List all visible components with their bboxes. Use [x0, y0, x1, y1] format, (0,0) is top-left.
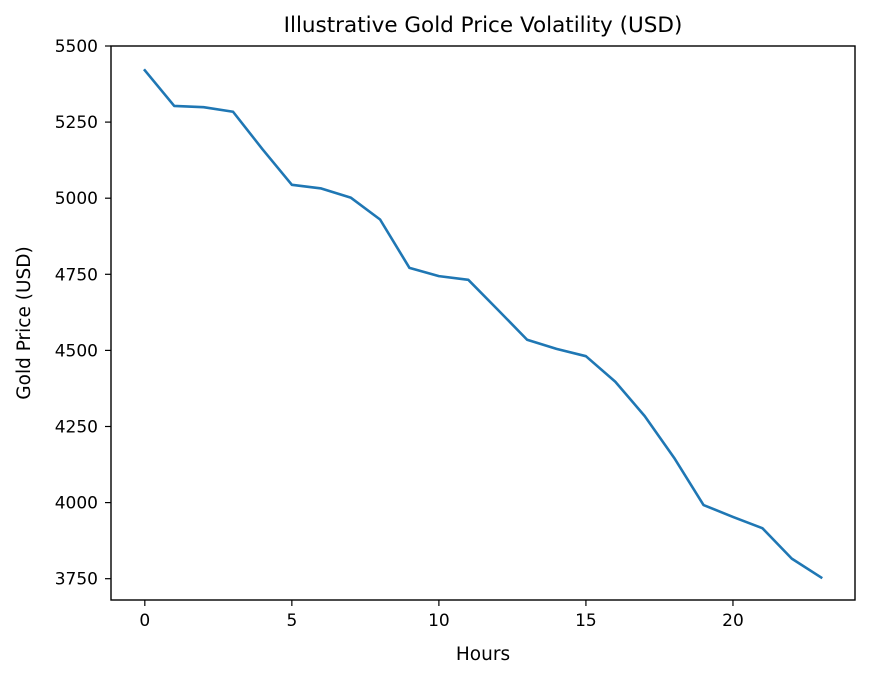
plot-area-frame — [110, 45, 856, 601]
y-tick-label: 5250 — [55, 113, 98, 133]
x-axis-ticks: 0 5 10 15 20 — [139, 600, 744, 631]
y-axis-ticks: 3750 4000 4250 4500 4750 5000 5250 5500 — [55, 37, 111, 590]
x-tick-label: 0 — [139, 611, 150, 631]
y-tick-label: 5500 — [55, 37, 98, 57]
x-tick-label: 10 — [428, 611, 450, 631]
y-tick-label: 5000 — [55, 189, 98, 209]
series-line — [142, 68, 823, 580]
y-tick-label: 3750 — [55, 570, 98, 590]
y-tick-label: 4750 — [55, 265, 98, 285]
y-tick-label: 4250 — [55, 417, 98, 437]
y-tick-label: 4000 — [55, 494, 98, 514]
x-tick-label: 15 — [575, 611, 597, 631]
chart-title: Illustrative Gold Price Volatility (USD) — [284, 13, 683, 38]
y-axis-title: Gold Price (USD) — [14, 246, 35, 399]
y-tick-label: 4500 — [55, 341, 98, 361]
series-layer — [142, 68, 823, 580]
x-tick-label: 20 — [722, 611, 744, 631]
x-tick-label: 5 — [286, 611, 297, 631]
x-axis-title: Hours — [456, 644, 510, 665]
